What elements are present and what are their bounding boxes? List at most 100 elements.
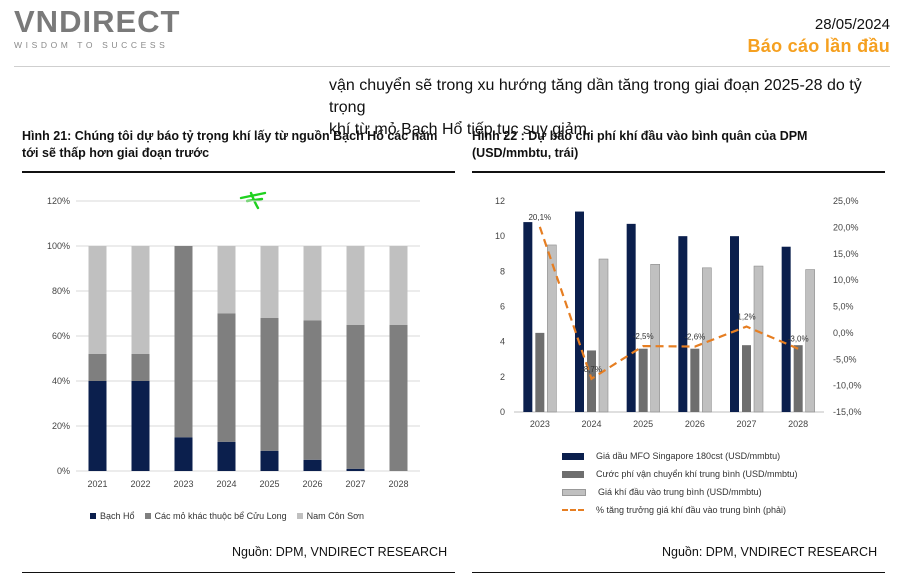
y-tick-label: 80% <box>52 286 70 296</box>
y-left-tick-label: 10 <box>495 231 505 241</box>
figure22-title-line1: Hình 22 : Dự báo chi phí khí đầu vào bìn… <box>472 129 808 143</box>
bar-segment <box>88 354 107 381</box>
bar-segment <box>346 468 365 471</box>
bar-segment <box>217 441 236 471</box>
bar <box>753 265 764 413</box>
data-label: 20,1% <box>528 213 551 222</box>
report-date: 28/05/2024 <box>814 16 890 33</box>
bar-segment <box>217 313 236 442</box>
bar-segment <box>346 246 365 325</box>
figure21-top-rule <box>22 171 455 173</box>
bar-segment <box>217 246 236 314</box>
bar <box>575 211 584 412</box>
legend-swatch <box>144 513 151 519</box>
bar-segment <box>303 246 322 321</box>
chart2-legend: Giá dầu MFO Singapore 180cst (USD/mmbtu)… <box>562 447 798 519</box>
y-right-tick-label: 0,0% <box>833 328 854 338</box>
chart1-legend: Bạch Hổ Các mỏ khác thuộc bể Cửu Long Na… <box>90 511 364 521</box>
bar-segment <box>88 381 107 471</box>
legend-item-nam-con-son: Nam Côn Sơn <box>296 511 364 521</box>
y-tick-label: 20% <box>52 421 70 431</box>
legend-item-mfo: Giá dầu MFO Singapore 180cst (USD/mmbtu) <box>562 447 798 465</box>
figure22-bottom-rule <box>472 572 885 573</box>
figure21-title-line1: Hình 21: Chúng tôi dự báo tỷ trọng khí l… <box>22 129 438 143</box>
figure21-title-line2: tới sẽ thấp hơn giai đoạn trước <box>22 146 210 160</box>
y-right-tick-label: 10,0% <box>833 275 859 285</box>
bar-segment <box>131 246 150 354</box>
bar <box>805 269 815 413</box>
y-left-tick-label: 0 <box>500 407 505 417</box>
legend-item-cuu-long: Các mỏ khác thuộc bể Cửu Long <box>144 511 287 521</box>
bar <box>547 244 557 413</box>
bar <box>690 348 700 412</box>
bar-segment <box>389 324 408 471</box>
y-right-tick-label: -5,0% <box>833 354 857 364</box>
legend-swatch <box>90 513 96 519</box>
y-right-tick-label: -10,0% <box>833 381 862 391</box>
y-tick-label: 60% <box>52 331 70 341</box>
bar-segment <box>174 437 193 471</box>
x-tick-label: 2025 <box>259 479 279 489</box>
bar-segment <box>389 246 408 325</box>
report-type: Báo cáo lần đầu <box>747 36 890 56</box>
bar-segment <box>260 318 279 451</box>
x-tick-label: 2028 <box>788 419 808 429</box>
x-tick-label: 2026 <box>302 479 322 489</box>
y-right-tick-label: 25,0% <box>833 196 859 206</box>
bar <box>781 246 791 412</box>
bar <box>587 350 596 412</box>
bar-segment <box>131 354 150 381</box>
legend-item-growth: % tăng trưởng giá khí đầu vào trung bình… <box>562 501 798 519</box>
x-tick-label: 2026 <box>685 419 705 429</box>
body-line-2: khí từ mỏ Bạch Hổ tiếp tục suy giảm. <box>329 121 592 138</box>
y-right-tick-label: 15,0% <box>833 249 859 259</box>
x-tick-label: 2021 <box>87 479 107 489</box>
figure21-bottom-rule <box>22 572 455 573</box>
brand-logo: VNDIRECT WISDOM TO SUCCESS <box>14 6 180 50</box>
x-tick-label: 2022 <box>130 479 150 489</box>
brand-name: VNDIRECT <box>14 4 181 39</box>
y-right-tick-label: 5,0% <box>833 302 854 312</box>
legend-swatch <box>562 452 584 460</box>
data-label: -8,7% <box>581 365 602 374</box>
bar-segment <box>174 246 193 438</box>
legend-item-gas-price: Giá khí đầu vào trung bình (USD/mmbtu) <box>562 483 798 501</box>
x-tick-label: 2027 <box>736 419 756 429</box>
y-tick-label: 0% <box>57 466 70 476</box>
data-label: 1,2% <box>737 313 755 322</box>
legend-swatch <box>296 513 303 519</box>
bar <box>598 258 609 413</box>
y-right-tick-label: 20,0% <box>833 222 859 232</box>
bar-segment <box>131 381 150 471</box>
body-paragraph: vận chuyển sẽ trong xu hướng tăng dần tă… <box>329 75 897 141</box>
y-left-tick-label: 4 <box>500 337 505 347</box>
y-left-tick-label: 12 <box>495 196 505 206</box>
data-label: -3,0% <box>788 335 809 344</box>
y-left-tick-label: 2 <box>500 372 505 382</box>
x-tick-label: 2027 <box>345 479 365 489</box>
x-tick-label: 2023 <box>173 479 193 489</box>
figure21-source: Nguồn: DPM, VNDIRECT RESEARCH <box>232 545 448 559</box>
brand-tagline: WISDOM TO SUCCESS <box>14 40 169 50</box>
bar-segment <box>260 450 279 471</box>
figure22-source: Nguồn: DPM, VNDIRECT RESEARCH <box>662 545 878 559</box>
figure21-title: Hình 21: Chúng tôi dự báo tỷ trọng khí l… <box>22 128 462 162</box>
x-tick-label: 2023 <box>530 419 550 429</box>
x-tick-label: 2025 <box>633 419 653 429</box>
x-tick-label: 2024 <box>581 419 601 429</box>
data-label: -2,6% <box>684 333 705 342</box>
bar-segment <box>303 459 322 471</box>
bar <box>638 348 648 412</box>
data-label: -2,5% <box>633 332 654 341</box>
y-tick-label: 100% <box>47 241 70 251</box>
bar <box>535 332 545 412</box>
bar <box>742 345 751 412</box>
y-tick-label: 40% <box>52 376 70 386</box>
y-tick-label: 120% <box>47 196 70 206</box>
bar <box>730 236 739 412</box>
legend-swatch <box>562 509 584 511</box>
y-left-tick-label: 6 <box>500 302 505 312</box>
x-tick-label: 2028 <box>388 479 408 489</box>
bar <box>523 222 533 412</box>
